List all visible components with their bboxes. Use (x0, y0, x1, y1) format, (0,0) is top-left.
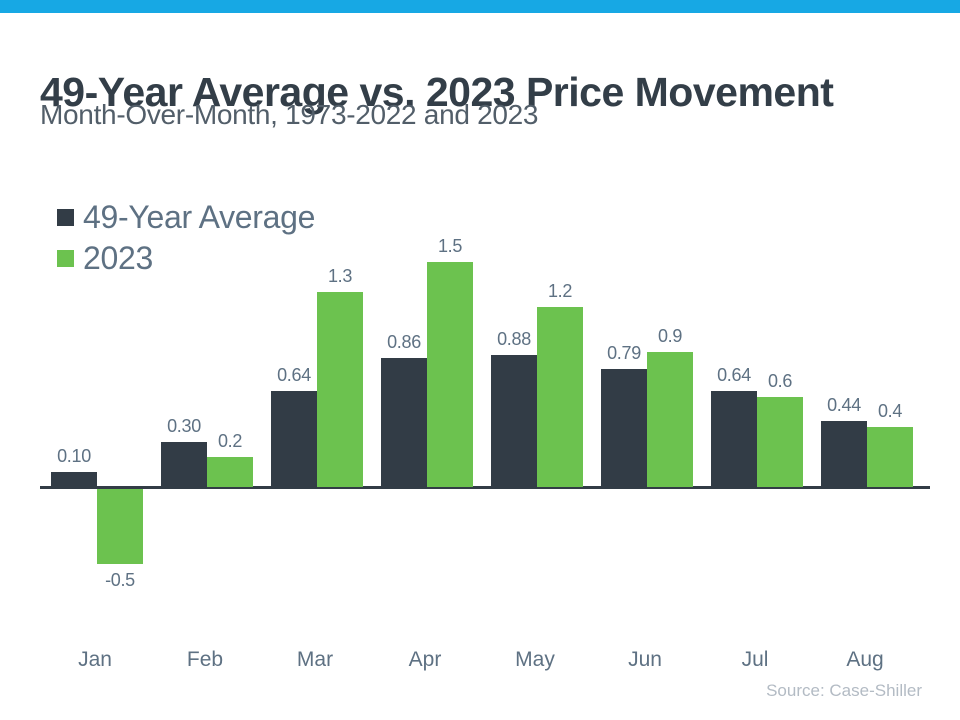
value-label-2023-mar: 1.3 (327, 266, 353, 286)
legend-swatch-dark-icon (57, 208, 74, 226)
bar-49yr-avg-apr (381, 358, 427, 487)
bar-49yr-avg-jun (601, 368, 647, 487)
bar-2023-jun (647, 352, 693, 487)
value-label-49yr-avg-mar: 0.64 (277, 365, 311, 385)
chart-legend: 49-Year Average 2023 (57, 198, 316, 283)
value-label-49yr-avg-jun: 0.79 (607, 342, 641, 363)
value-label-2023-apr: 1.5 (437, 236, 463, 256)
x-axis-label-apr: Apr (408, 648, 442, 671)
value-label-49yr-avg-apr: 0.86 (387, 332, 421, 352)
bar-49yr-avg-aug (821, 421, 867, 487)
bar-2023-aug (867, 427, 913, 487)
bar-49yr-avg-mar (271, 391, 317, 487)
legend-label: 2023 (83, 239, 153, 276)
bar-2023-jul (757, 397, 803, 487)
bar-49yr-avg-feb (161, 442, 207, 487)
bar-49yr-avg-may (491, 355, 537, 487)
bar-49yr-avg-jan (51, 472, 97, 487)
value-label-2023-feb: 0.2 (217, 431, 243, 451)
legend-item-2023: 2023 (57, 239, 315, 276)
x-axis-line (40, 486, 930, 489)
x-axis-label-may: May (515, 648, 555, 671)
value-label-2023-jun: 0.9 (657, 326, 683, 346)
page-subtitle: Month-Over-Month, 1973-2022 and 2023 (40, 99, 539, 130)
bar-49yr-avg-jul (711, 391, 757, 487)
bar-2023-feb (207, 457, 253, 487)
legend-swatch-green-icon (57, 249, 74, 267)
x-axis-label-jul: Jul (741, 648, 769, 671)
legend-label: 49-Year Average (83, 198, 316, 235)
bar-2023-apr (427, 262, 473, 487)
x-axis-label-mar: Mar (296, 648, 334, 671)
x-axis-label-aug: Aug (846, 648, 884, 671)
bar-2023-may (537, 307, 583, 487)
value-label-2023-jul: 0.6 (767, 371, 793, 391)
source-credit: Source: Case-Shiller (766, 681, 922, 700)
value-label-49yr-avg-may: 0.88 (497, 329, 531, 349)
value-label-49yr-avg-feb: 0.30 (167, 416, 201, 436)
x-axis-label-feb: Feb (186, 648, 224, 671)
value-label-2023-aug: 0.4 (877, 401, 903, 421)
bar-2023-jan (97, 489, 143, 564)
bar-2023-mar (317, 292, 363, 487)
value-label-49yr-avg-aug: 0.44 (827, 395, 861, 415)
page-title: 49-Year Average vs. 2023 Price Movement (40, 69, 834, 116)
value-label-49yr-avg-jan: 0.10 (57, 446, 91, 466)
legend-item-49yr-average: 49-Year Average (57, 198, 316, 235)
value-label-2023-jan: -0.5 (105, 570, 135, 590)
value-label-2023-may: 1.2 (547, 281, 573, 301)
top-accent-bar (0, 0, 960, 13)
x-axis-label-jun: Jun (628, 648, 662, 671)
value-label-49yr-avg-jul: 0.64 (717, 365, 751, 385)
x-axis-label-jan: Jan (78, 648, 112, 671)
